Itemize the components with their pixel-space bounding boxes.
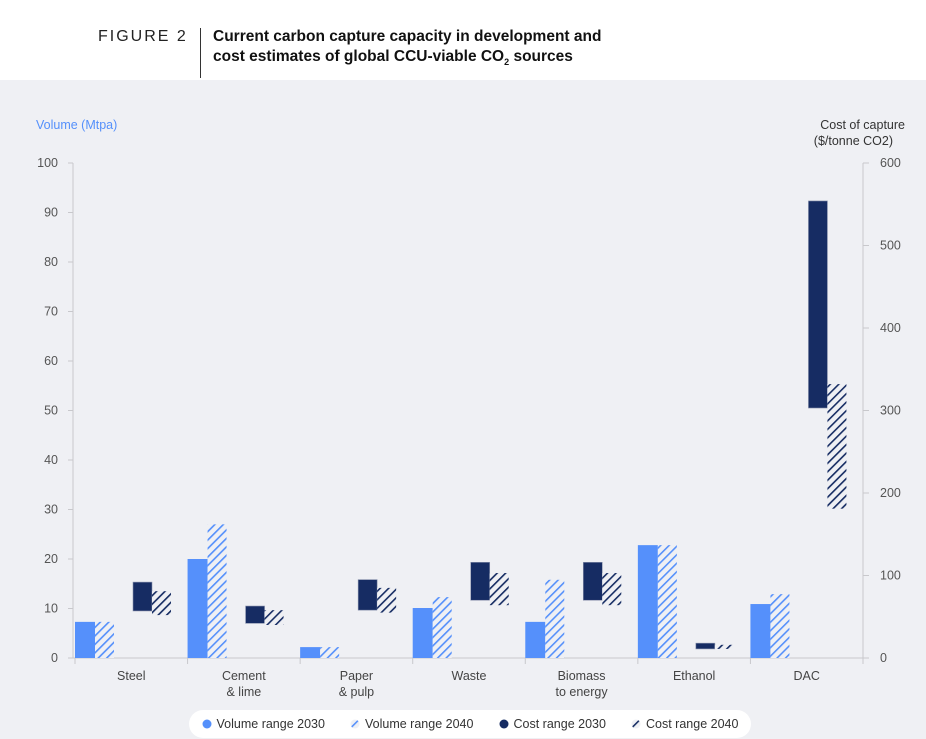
figure-title: Current carbon capture capacity in devel…: [213, 27, 601, 72]
legend: Volume range 2030 Volume range 2040 Cost…: [189, 710, 751, 738]
bar-volume-2040: [320, 647, 340, 658]
left-tick-label: 10: [44, 602, 58, 616]
legend-hatch-icon: [350, 719, 360, 729]
bar-cost-2040: [827, 384, 847, 509]
bar-cost-2030: [695, 642, 716, 650]
bar-volume-2030: [412, 608, 433, 658]
category-label: Paper: [340, 669, 373, 683]
bar-cost-2030: [470, 561, 491, 601]
bar-cost-2040: [152, 591, 171, 616]
right-axis-label-1: Cost of capture: [820, 118, 905, 132]
legend-label: Cost range 2040: [646, 717, 739, 731]
left-axis-label: Volume (Mtpa): [36, 118, 117, 132]
bar-cost-2030: [357, 579, 378, 611]
category-label: Steel: [117, 669, 146, 683]
left-tick-label: 90: [44, 206, 58, 220]
left-tick-label: 30: [44, 503, 58, 517]
bar-volume-2030: [187, 559, 208, 658]
legend-label: Volume range 2040: [365, 717, 474, 731]
bar-cost-2040: [602, 573, 622, 606]
bar-cost-2040: [264, 610, 284, 625]
bar-volume-2040: [545, 579, 565, 658]
bar-volume-2030: [300, 647, 321, 658]
title-subscript: 2: [504, 57, 510, 68]
figure-header: FIGURE 2 Current carbon capture capacity…: [0, 0, 926, 80]
right-tick-label: 600: [880, 156, 901, 170]
category-label: & pulp: [339, 685, 374, 699]
bar-volume-2040: [95, 621, 114, 658]
left-tick-label: 50: [44, 404, 58, 418]
legend-item: Volume range 2040: [350, 717, 473, 731]
legend-item: Cost range 2040: [631, 717, 738, 731]
right-tick-label: 0: [880, 651, 887, 665]
category-label: Cement: [222, 669, 266, 683]
legend-hatch-icon: [631, 719, 641, 729]
left-tick-label: 0: [51, 651, 58, 665]
left-tick-label: 80: [44, 255, 58, 269]
left-tick-label: 20: [44, 552, 58, 566]
bar-volume-2040: [770, 594, 790, 658]
title-line-2: cost estimates of global CCU-viable CO: [213, 48, 505, 65]
legend-dot-icon: [202, 719, 212, 729]
category-label: Waste: [452, 669, 487, 683]
left-tick-label: 40: [44, 453, 58, 467]
right-tick-label: 100: [880, 569, 901, 583]
legend-item: Volume range 2030: [202, 717, 325, 731]
category-label: DAC: [794, 669, 820, 683]
right-axis-label-2: ($/tonne CO2): [814, 134, 893, 148]
bar-volume-2040: [207, 524, 227, 658]
legend-dot-icon: [499, 719, 508, 729]
category-label: & lime: [226, 685, 261, 699]
figure-label: FIGURE 2: [98, 28, 188, 45]
category-label: Ethanol: [673, 669, 715, 683]
bar-cost-2040: [714, 644, 734, 649]
bar-volume-2030: [637, 545, 658, 658]
bar-cost-2030: [245, 605, 265, 624]
bar-volume-2030: [525, 621, 546, 658]
right-tick-label: 300: [880, 404, 901, 418]
divider: [200, 28, 201, 78]
legend-label: Cost range 2030: [513, 717, 606, 731]
bar-cost-2030: [808, 200, 828, 409]
legend-item: Cost range 2030: [499, 717, 606, 731]
bar-cost-2030: [132, 581, 153, 612]
category-label: Biomass: [558, 669, 606, 683]
title-line-2-end: sources: [509, 48, 573, 65]
bar-volume-2040: [432, 597, 452, 658]
legend-label: Volume range 2030: [216, 717, 325, 731]
bar-cost-2040: [489, 573, 509, 606]
left-tick-label: 60: [44, 354, 58, 368]
category-label: to energy: [556, 685, 609, 699]
left-tick-label: 100: [37, 156, 58, 170]
bar-volume-2040: [657, 545, 677, 658]
right-tick-label: 500: [880, 239, 901, 253]
bar-cost-2030: [582, 561, 603, 601]
left-tick-label: 70: [44, 305, 58, 319]
bar-volume-2030: [75, 621, 95, 658]
bar-cost-2040: [377, 587, 397, 613]
title-line-1: Current carbon capture capacity in devel…: [213, 28, 602, 45]
bar-volume-2030: [750, 604, 771, 658]
right-tick-label: 200: [880, 486, 901, 500]
right-tick-label: 400: [880, 321, 901, 335]
